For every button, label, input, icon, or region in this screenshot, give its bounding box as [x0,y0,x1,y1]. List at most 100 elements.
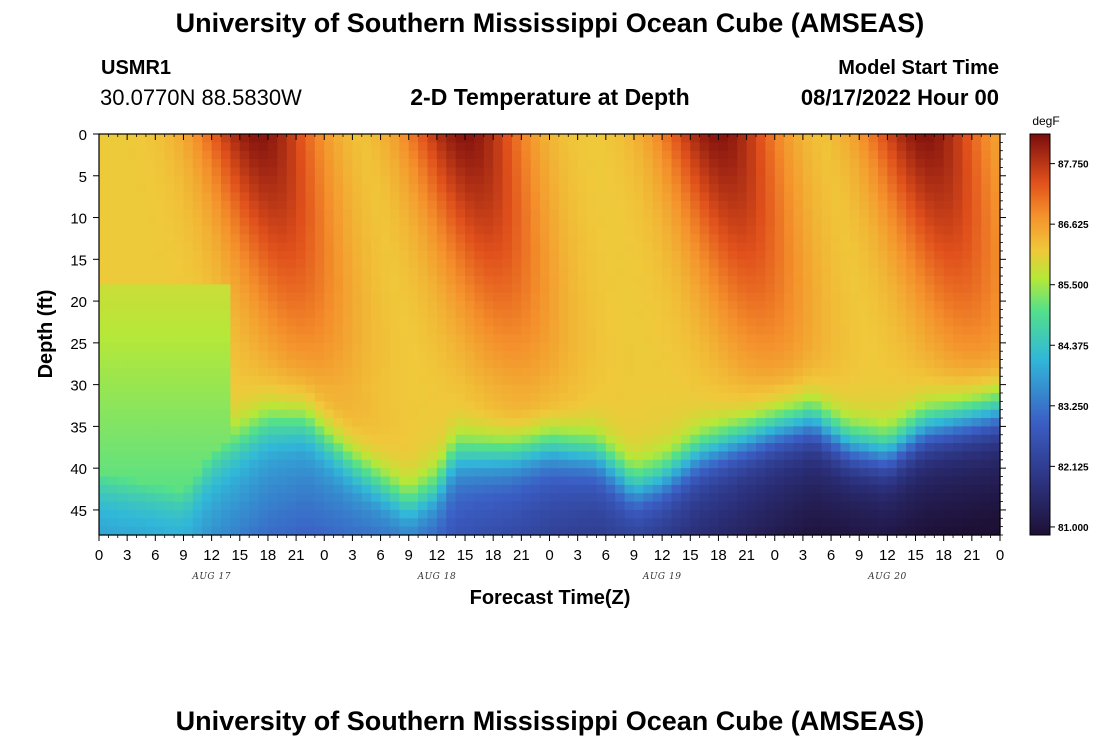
heatmap-cell [164,134,175,143]
heatmap-cell [305,276,316,285]
heatmap-cell [699,242,710,252]
heatmap-cell [765,484,776,494]
heatmap-cell [418,434,429,444]
heatmap-cell [709,242,720,252]
heatmap-cell [446,509,457,519]
heatmap-cell [755,484,766,494]
heatmap-cell [568,459,579,469]
heatmap-cell [145,142,156,152]
heatmap-cell [755,209,766,219]
heatmap-cell [981,134,992,143]
heatmap-cell [239,459,250,469]
heatmap-cell [192,351,203,361]
heatmap-cell [455,426,466,436]
heatmap-cell [230,426,241,436]
heatmap-cell [436,342,447,352]
heatmap-cell [784,242,795,252]
heatmap-cell [605,259,616,269]
heatmap-cell [446,493,457,503]
heatmap-cell [699,234,710,244]
heatmap-cell [812,200,823,210]
heatmap-cell [155,242,166,252]
heatmap-cell [446,234,457,244]
heatmap-cell [662,342,673,352]
heatmap-cell [709,484,720,494]
heatmap-cell [389,434,400,444]
heatmap-cell [727,309,738,319]
heatmap-cell [558,426,569,436]
heatmap-cell [427,409,438,419]
heatmap-cell [915,276,926,285]
heatmap-cell [108,426,119,436]
heatmap-cell [840,159,851,169]
heatmap-cell [765,134,776,143]
heatmap-cell [202,225,213,235]
heatmap-cell [408,367,419,377]
heatmap-cell [605,476,616,486]
heatmap-cell [784,493,795,503]
heatmap-cell [221,284,231,294]
heatmap-cell [868,367,879,377]
heatmap-cell [821,326,832,336]
heatmap-cell [164,192,175,202]
heatmap-cell [127,284,138,294]
heatmap-cell [906,317,917,327]
heatmap-cell [192,342,203,352]
heatmap-cell [915,476,926,486]
x-tick-label: 21 [964,547,981,564]
heatmap-cell [136,426,147,436]
heatmap-cell [558,418,569,427]
heatmap-cell [436,175,447,185]
heatmap-cell [540,376,551,386]
heatmap-cell [915,326,926,336]
heatmap-cell [727,184,738,194]
heatmap-cell [511,426,522,436]
heatmap-cell [821,351,832,361]
heatmap-cell [221,150,231,160]
heatmap-cell [99,426,109,436]
heatmap-cell [305,167,316,177]
heatmap-cell [812,301,823,311]
heatmap-cell [164,309,175,319]
heatmap-cell [915,426,926,436]
heatmap-cell [343,259,354,269]
heatmap-cell [680,384,691,394]
heatmap-cell [727,451,738,461]
heatmap-cell [774,209,785,219]
heatmap-cell [296,376,307,386]
heatmap-cell [812,317,823,327]
heatmap-cell [981,501,992,511]
heatmap-cell [192,167,203,177]
heatmap-cell [230,142,241,152]
heatmap-cell [680,134,691,143]
heatmap-cell [502,509,513,519]
heatmap-cell [314,501,325,511]
heatmap-cell [558,134,569,143]
heatmap-cell [812,434,823,444]
heatmap-cell [802,351,813,361]
heatmap-cell [296,267,307,277]
heatmap-cell [652,426,663,436]
heatmap-cell [652,476,663,486]
heatmap-cell [127,509,138,519]
heatmap-cell [633,493,644,503]
heatmap-cell [802,326,813,336]
heatmap-cell [474,476,485,486]
heatmap-cell [380,250,391,260]
heatmap-cell [136,526,147,536]
heatmap-cell [615,526,626,536]
heatmap-cell [465,276,476,285]
heatmap-cell [502,518,513,528]
heatmap-cell [99,209,109,219]
heatmap-cell [802,167,813,177]
heatmap-cell [108,276,119,285]
heatmap-cell [483,234,494,244]
heatmap-cell [296,284,307,294]
heatmap-cell [99,484,109,494]
heatmap-cell [164,167,175,177]
heatmap-cell [474,217,485,227]
heatmap-cell [868,200,879,210]
heatmap-cell [953,309,964,319]
heatmap-cell [493,342,504,352]
heatmap-cell [530,234,541,244]
